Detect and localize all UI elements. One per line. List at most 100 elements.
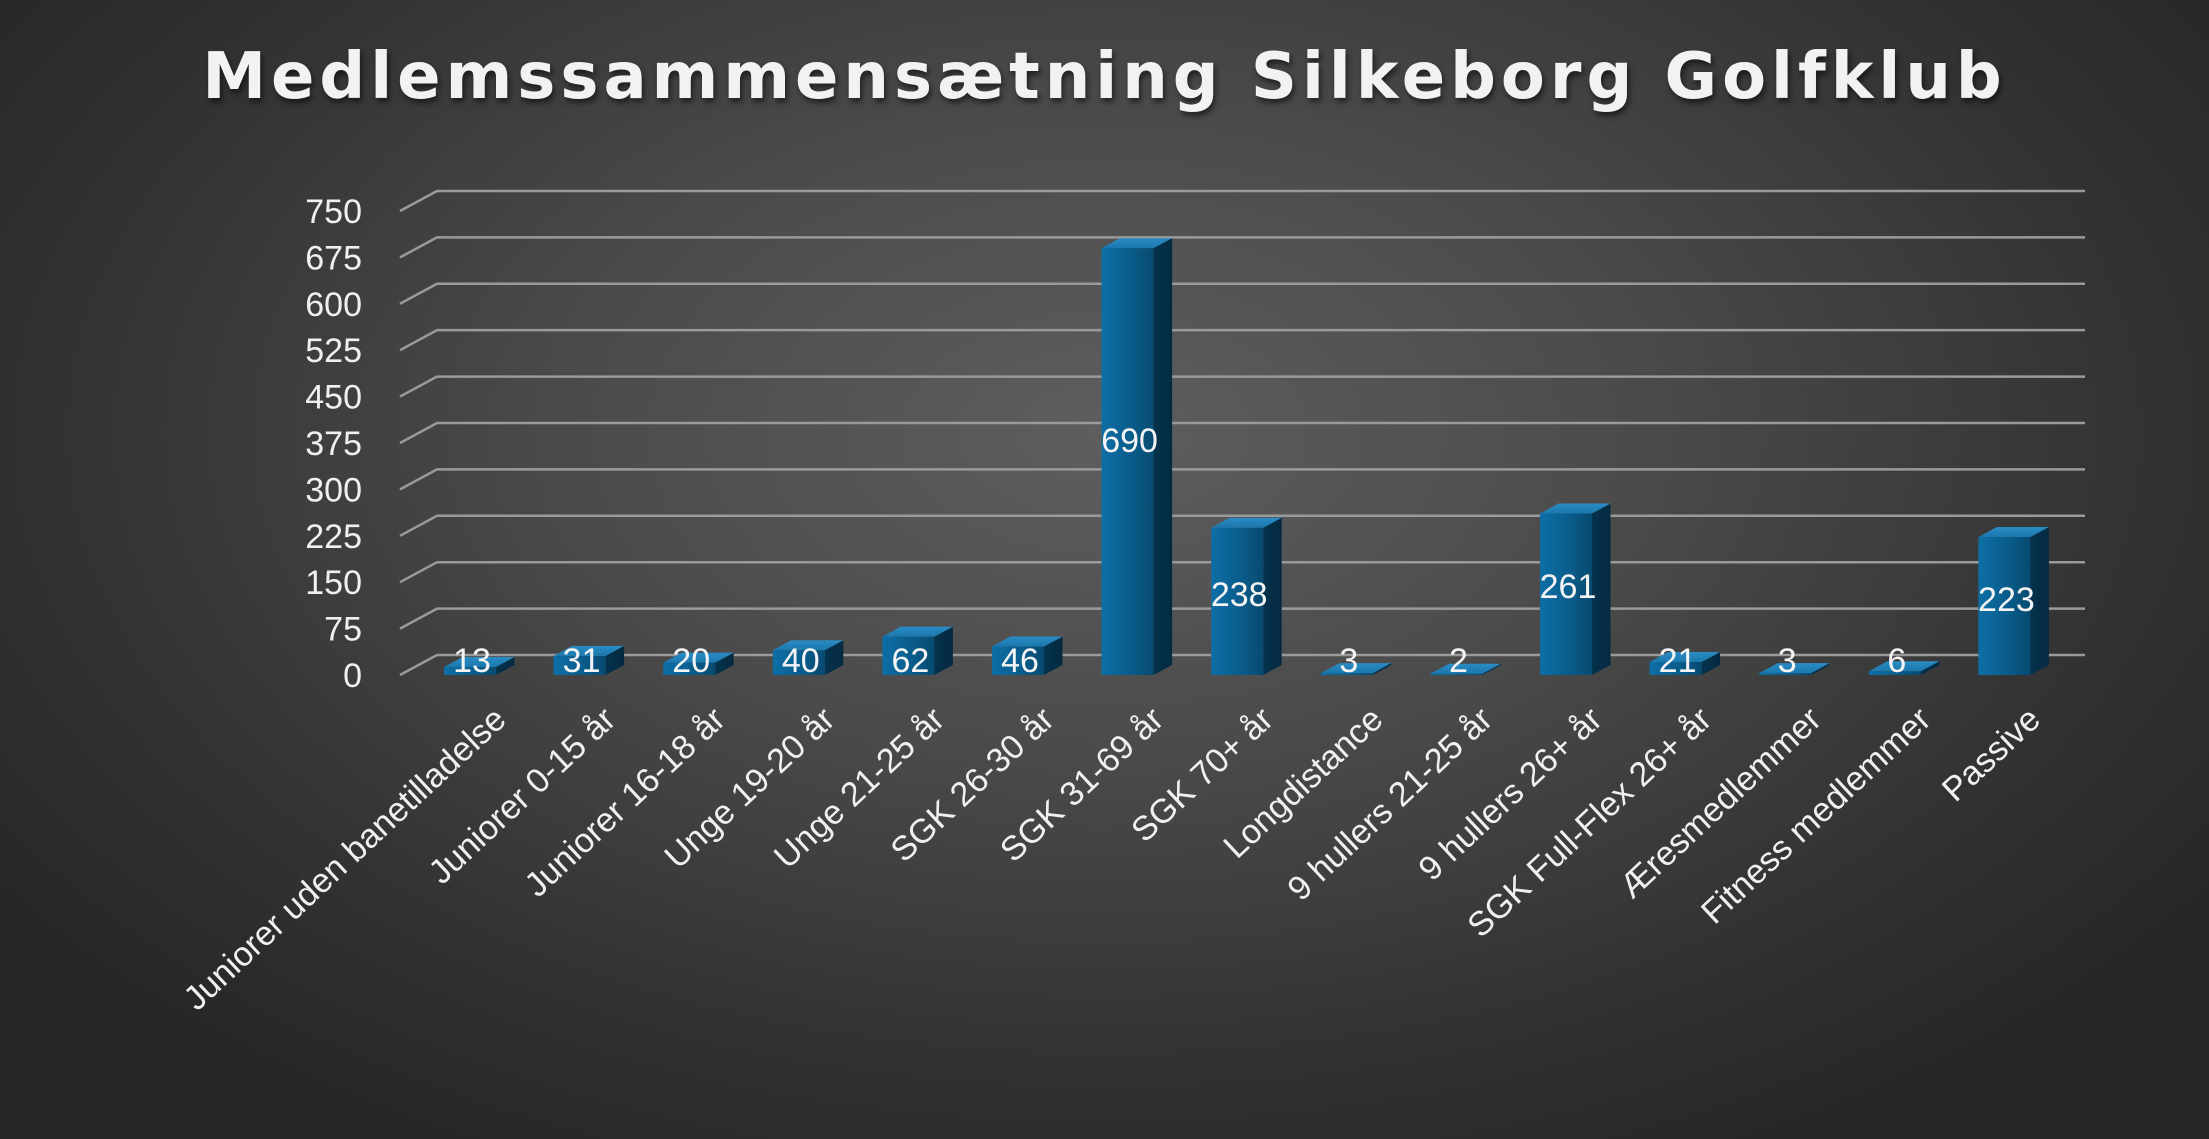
bar-front: [1320, 673, 1373, 675]
gridline: [399, 236, 2085, 259]
bars: [444, 238, 2049, 676]
bar-front: [1211, 527, 1264, 675]
bar-top: [1320, 663, 1392, 674]
y-tick-label: 750: [305, 193, 362, 231]
gridline: [399, 282, 2085, 305]
bar-side: [1592, 503, 1611, 675]
data-label: 20: [672, 642, 710, 680]
x-tick-label: Passive: [1935, 700, 2048, 809]
bar-top: [1101, 238, 1173, 249]
bar-front: [663, 662, 716, 675]
bar-side: [1153, 238, 1173, 676]
bar-front: [1868, 671, 1921, 675]
bar-front: [992, 646, 1044, 675]
gridline: [399, 421, 2085, 445]
bar-top: [1868, 661, 1940, 672]
bar: [882, 626, 953, 675]
bar-front: [1101, 248, 1154, 676]
bar-front: [1978, 537, 2031, 675]
data-label: 31: [563, 642, 601, 680]
bar-top: [1211, 517, 1282, 528]
bar-side: [1920, 661, 1940, 675]
data-label: 2: [1449, 642, 1468, 680]
data-label: 223: [1978, 581, 2035, 619]
bar-top: [1430, 663, 1501, 674]
gridline: [399, 560, 2085, 584]
bar-top: [882, 626, 953, 637]
bar-side: [824, 640, 844, 675]
y-tick-label: 450: [305, 379, 362, 417]
bar: [1759, 663, 1830, 675]
bar: [444, 656, 515, 675]
bar: [1978, 527, 2049, 675]
bar-front: [1430, 673, 1483, 675]
bar-top: [1759, 663, 1830, 674]
y-tick-label: 375: [305, 425, 362, 463]
bar-front: [772, 650, 825, 675]
bar-top: [772, 640, 844, 651]
y-tick-label: 75: [324, 611, 362, 649]
bar: [1430, 663, 1501, 675]
bar-front: [1649, 662, 1702, 675]
bar: [1101, 238, 1173, 676]
y-tick-label: 0: [343, 657, 362, 695]
gridlines: [399, 189, 2085, 677]
bar-front: [882, 636, 935, 675]
data-label: 21: [1659, 642, 1697, 680]
bar: [1868, 661, 1940, 675]
bar: [772, 640, 844, 675]
bar-side: [1482, 663, 1501, 675]
gridline: [399, 607, 2085, 630]
gridline: [399, 468, 2085, 491]
bar-side: [1701, 652, 1721, 675]
bar-side: [1372, 663, 1392, 675]
data-label: 13: [453, 642, 491, 680]
y-tick-label: 150: [305, 564, 362, 602]
bar: [1540, 503, 1611, 675]
data-label: 6: [1887, 642, 1906, 680]
data-label: 261: [1540, 568, 1597, 606]
bar: [663, 652, 734, 675]
x-tick-label: 9 hullers 26+ år: [1411, 700, 1609, 888]
data-label: 3: [1778, 642, 1797, 680]
bar: [1649, 652, 1721, 675]
bar: [992, 636, 1063, 675]
bar-front: [1759, 673, 1812, 675]
bar-side: [496, 656, 515, 675]
data-labels: 13 31 20 40 62 46 690 238 3 2 261 21 3 6 223: [453, 422, 2035, 680]
data-label: 46: [1001, 642, 1039, 680]
bar-side: [1263, 517, 1282, 675]
x-tick-label: Æresmedlemmer: [1612, 700, 1829, 906]
bar-side: [715, 652, 734, 675]
bar-top: [1540, 503, 1611, 514]
y-tick-label: 600: [305, 286, 362, 324]
bar-top: [553, 645, 625, 656]
bar-top: [1649, 652, 1721, 663]
y-tick-label: 225: [305, 518, 362, 556]
y-tick-label: 525: [305, 332, 362, 370]
bar-top: [663, 652, 734, 663]
bar-top: [1978, 527, 2049, 538]
gridline: [399, 328, 2085, 352]
data-label: 3: [1339, 642, 1358, 680]
bar-front: [444, 666, 496, 675]
x-tick-label: Juniorer 0-15 år: [422, 700, 623, 891]
bar-side: [605, 645, 625, 675]
bar-side: [934, 626, 953, 675]
gridline: [399, 189, 2085, 213]
gridline: [399, 653, 2085, 677]
y-tick-label: 675: [305, 239, 362, 277]
x-tick-label: Juniorer 16-18 år: [517, 700, 732, 904]
y-axis: 0 75 150 225 300 375 450 525 600 675 750: [305, 193, 362, 695]
x-tick-label: 9 hullers 21-25 år: [1280, 700, 1499, 908]
bar-side: [1811, 663, 1830, 675]
data-label: 62: [891, 642, 929, 680]
gridline: [399, 514, 2085, 537]
bar: [553, 645, 625, 675]
y-tick-label: 300: [305, 471, 362, 509]
bar-front: [553, 655, 606, 675]
data-label: 40: [782, 642, 820, 680]
bar: [1320, 663, 1392, 675]
